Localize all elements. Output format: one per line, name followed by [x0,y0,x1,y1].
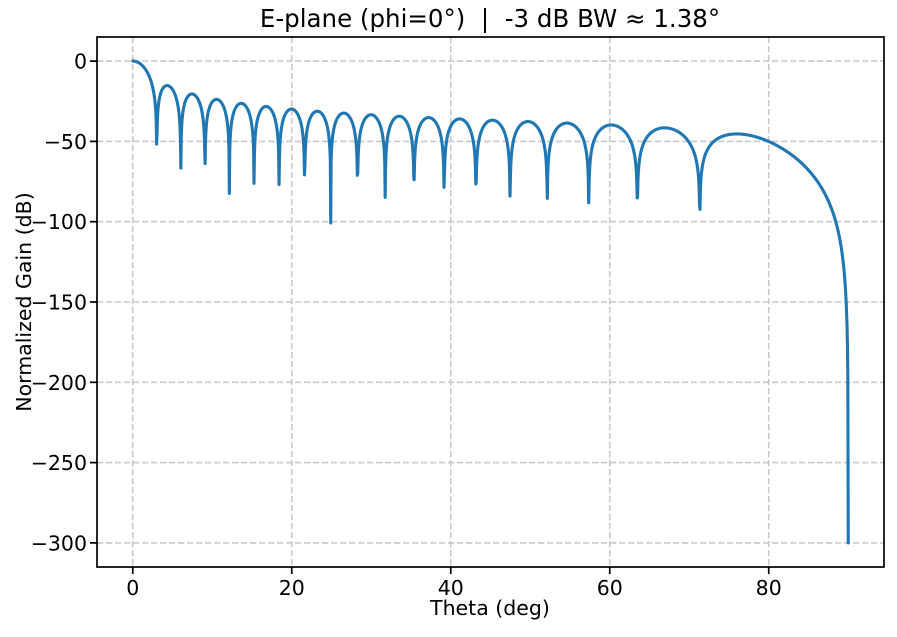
tick-layer [90,60,770,574]
chart-title: E-plane (phi=0°) | -3 dB BW ≈ 1.38° [260,4,720,33]
grid-layer [97,37,884,567]
y-tick-label: −200 [31,371,87,395]
x-tick-label: 40 [438,576,464,600]
y-tick-label: −250 [31,451,87,475]
x-axis-label: Theta (deg) [429,596,550,620]
y-tick-label: −100 [31,210,87,234]
x-tick-label: 20 [279,576,305,600]
y-tick-label: −300 [31,531,87,555]
y-axis-label: Normalized Gain (dB) [12,192,36,412]
y-tick-label: −50 [44,130,87,154]
y-tick-label: 0 [74,50,87,74]
x-tick-label: 80 [756,576,782,600]
tick-label-layer: 0 20 40 60 80 0 −50 −100 −150 −200 −250 −300 [31,50,782,600]
gain-curve [131,59,850,545]
y-tick-label: −150 [31,291,87,315]
x-tick-label: 60 [597,576,623,600]
curve-layer [131,59,850,545]
x-tick-label: 0 [126,576,139,600]
